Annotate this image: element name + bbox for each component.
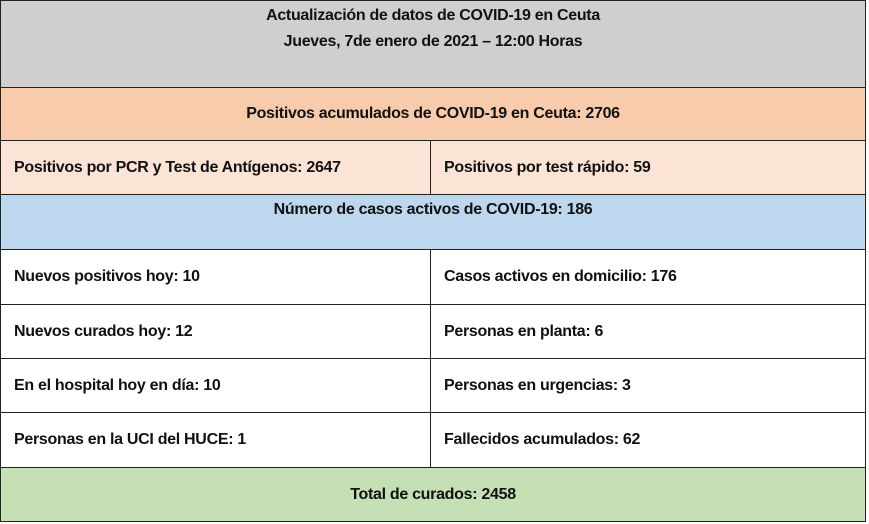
table-row: Nuevos positivos hoy: 10 Casos activos e… xyxy=(0,249,866,304)
nuevos-curados: Nuevos curados hoy: 12 xyxy=(14,322,193,340)
total-curados: Total de curados: 2458 xyxy=(350,485,516,503)
nuevos-positivos: Nuevos positivos hoy: 10 xyxy=(14,268,200,285)
header-row: Actualización de datos de COVID-19 en Ce… xyxy=(0,0,866,87)
fallecidos-acumulados: Fallecidos acumulados: 62 xyxy=(444,431,641,448)
casos-domicilio: Casos activos en domicilio: 176 xyxy=(444,268,677,285)
casos-activos-row: Número de casos activos de COVID-19: 186 xyxy=(0,194,866,249)
hospital-hoy: En el hospital hoy en día: 10 xyxy=(14,376,221,394)
positivos-test-rapido: Positivos por test rápido: 59 xyxy=(444,158,651,176)
total-curados-row: Total de curados: 2458 xyxy=(0,467,866,522)
report-title: Actualización de datos de COVID-19 en Ce… xyxy=(266,7,600,24)
positivos-pcr-antigenos: Positivos por PCR y Test de Antígenos: 2… xyxy=(14,158,341,176)
table-row: Personas en la UCI del HUCE: 1 Fallecido… xyxy=(0,412,866,467)
personas-urgencias: Personas en urgencias: 3 xyxy=(444,376,631,394)
positivos-acumulados-row: Positivos acumulados de COVID-19 en Ceut… xyxy=(0,87,866,140)
table-row: En el hospital hoy en día: 10 Personas e… xyxy=(0,358,866,412)
table-row: Nuevos curados hoy: 12 Personas en plant… xyxy=(0,304,866,358)
positivos-breakdown-row: Positivos por PCR y Test de Antígenos: 2… xyxy=(0,140,866,194)
positivos-acumulados: Positivos acumulados de COVID-19 en Ceut… xyxy=(246,105,620,122)
casos-activos: Número de casos activos de COVID-19: 186 xyxy=(273,201,593,218)
personas-planta: Personas en planta: 6 xyxy=(444,322,604,340)
personas-uci: Personas en la UCI del HUCE: 1 xyxy=(14,431,246,448)
report-date: Jueves, 7de enero de 2021 – 12:00 Horas xyxy=(283,33,583,50)
